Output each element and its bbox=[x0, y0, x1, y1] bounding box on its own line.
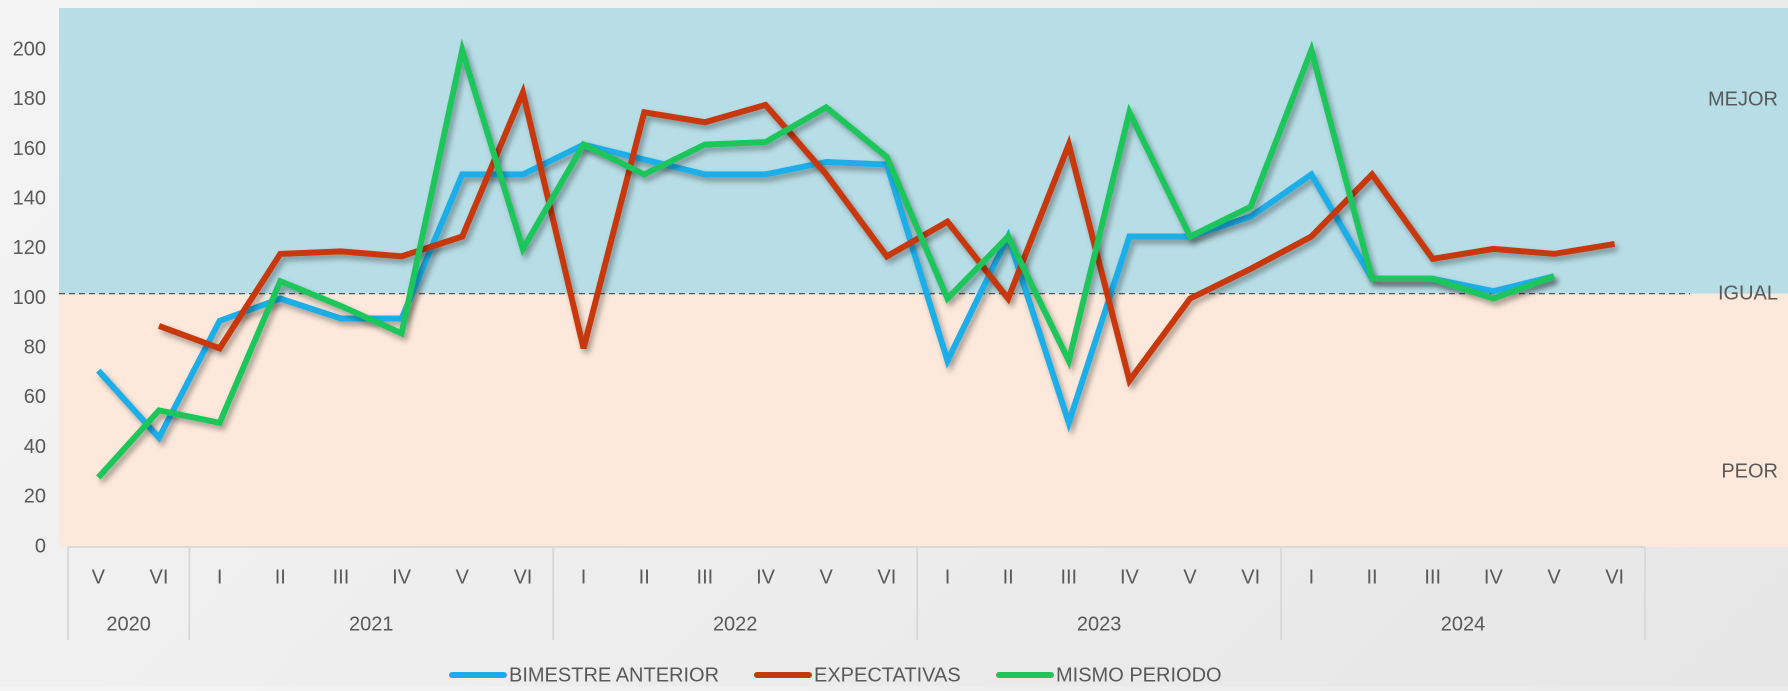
legend-label: BIMESTRE ANTERIOR bbox=[509, 664, 719, 686]
x-tick-label: III bbox=[697, 566, 714, 588]
y-tick-label: 200 bbox=[13, 39, 46, 61]
band-worse bbox=[59, 293, 1788, 547]
y-tick-label: 140 bbox=[13, 188, 46, 210]
x-tick-label: II bbox=[1366, 566, 1377, 588]
x-tick-label: V bbox=[456, 566, 470, 588]
x-tick-label: I bbox=[217, 566, 223, 588]
x-tick-label: III bbox=[333, 566, 350, 588]
x-group-label: 2022 bbox=[713, 613, 758, 635]
y-tick-label: 0 bbox=[35, 535, 46, 557]
x-tick-label: I bbox=[581, 566, 587, 588]
x-tick-label: VI bbox=[1241, 566, 1260, 588]
x-tick-label: I bbox=[945, 566, 951, 588]
band-label: MEJOR bbox=[1708, 88, 1778, 110]
x-tick-label: IV bbox=[1484, 566, 1504, 588]
x-group-label: 2020 bbox=[106, 613, 151, 635]
band-label: PEOR bbox=[1721, 460, 1778, 482]
y-tick-label: 60 bbox=[24, 386, 46, 408]
x-tick-label: VI bbox=[1605, 566, 1624, 588]
x-tick-label: II bbox=[1003, 566, 1014, 588]
y-tick-label: 40 bbox=[24, 436, 46, 458]
x-tick-label: II bbox=[639, 566, 650, 588]
y-tick-label: 100 bbox=[13, 287, 46, 309]
x-tick-label: VI bbox=[513, 566, 532, 588]
x-tick-label: V bbox=[820, 566, 834, 588]
x-tick-label: IV bbox=[756, 566, 776, 588]
x-tick-label: IV bbox=[1120, 566, 1140, 588]
x-tick-label: III bbox=[1424, 566, 1441, 588]
series-line bbox=[96, 38, 1556, 480]
legend-label: MISMO PERIODO bbox=[1056, 664, 1222, 686]
legend-label: EXPECTATIVAS bbox=[814, 664, 961, 686]
x-tick-label: VI bbox=[150, 566, 169, 588]
x-tick-label: III bbox=[1060, 566, 1077, 588]
y-tick-label: 120 bbox=[13, 237, 46, 259]
x-tick-label: V bbox=[1183, 566, 1197, 588]
x-tick-label: I bbox=[1309, 566, 1315, 588]
x-tick-label: V bbox=[92, 566, 106, 588]
x-tick-label: IV bbox=[392, 566, 412, 588]
x-tick-label: II bbox=[275, 566, 286, 588]
y-tick-label: 160 bbox=[13, 138, 46, 160]
x-tick-label: VI bbox=[877, 566, 896, 588]
y-tick-label: 180 bbox=[13, 88, 46, 110]
x-group-label: 2023 bbox=[1077, 613, 1122, 635]
series-line bbox=[157, 82, 1616, 388]
series-line bbox=[96, 141, 1555, 443]
x-group-label: 2024 bbox=[1441, 613, 1486, 635]
x-group-label: 2021 bbox=[349, 613, 394, 635]
y-tick-label: 20 bbox=[24, 486, 46, 508]
y-tick-label: 80 bbox=[24, 337, 46, 359]
band-label: IGUAL bbox=[1718, 282, 1778, 304]
x-tick-label: V bbox=[1547, 566, 1561, 588]
